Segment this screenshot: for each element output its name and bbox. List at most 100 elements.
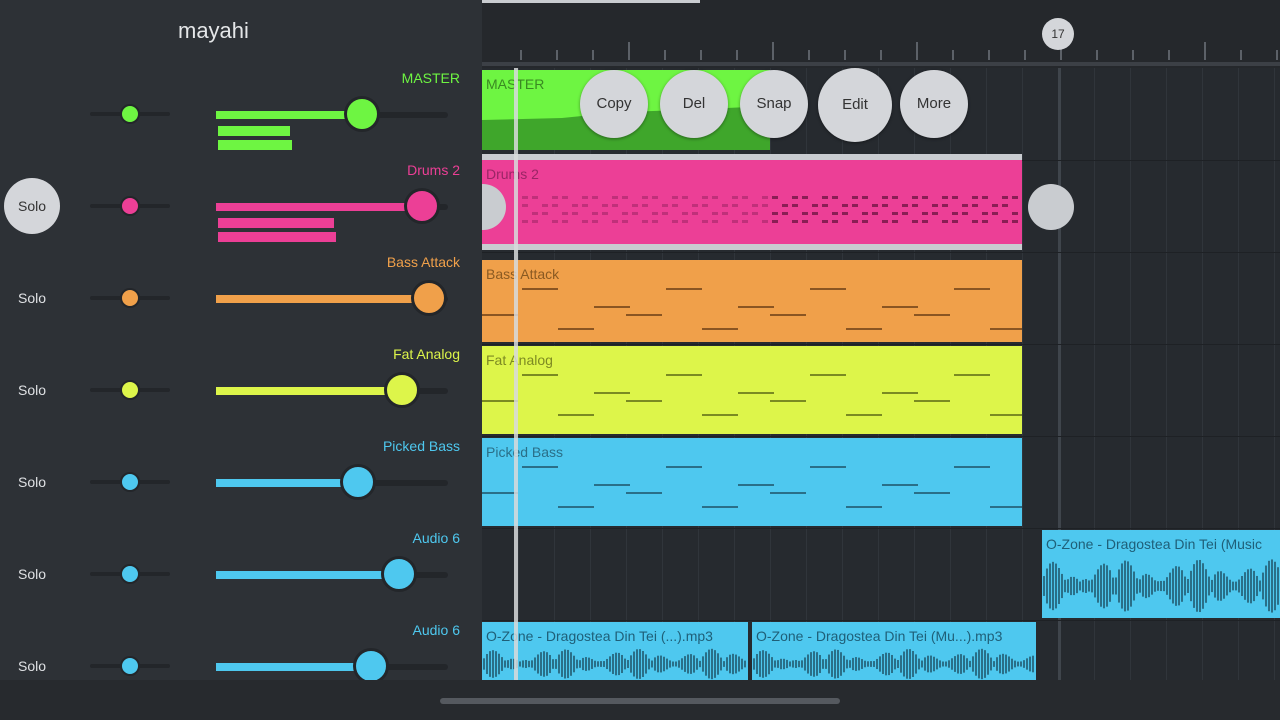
ruler-tick [1240,50,1242,60]
solo-button[interactable]: Solo [17,290,47,306]
bar-marker-badge[interactable]: 17 [1042,18,1074,50]
drum-hit [582,220,588,223]
drum-hit [952,212,958,215]
track-name[interactable]: Bass Attack [386,254,460,270]
drum-hit [642,196,648,199]
ruler-tick [916,42,918,60]
drum-hit [862,196,868,199]
playhead[interactable] [514,68,518,680]
pan-knob[interactable] [120,104,140,124]
clip-audio-a[interactable]: O-Zone - Dragostea Din Tei (Music [1042,530,1280,618]
copy-button[interactable]: Copy [580,70,648,138]
timeline-ruler[interactable]: 17 [482,0,1280,68]
solo-button[interactable]: Solo [17,474,47,490]
drum-hit [722,204,728,207]
snap-button[interactable]: Snap [740,70,808,138]
drum-hit [952,220,958,223]
drum-hit [1012,212,1018,215]
ruler-tick [988,50,990,60]
drum-hit [732,220,738,223]
note [594,392,630,394]
drum-hit [642,220,648,223]
clip-bass-attack[interactable]: Bass Attack [482,260,1022,342]
track-name[interactable]: Audio 6 [412,622,460,638]
pan-knob[interactable] [120,656,140,676]
pan-knob[interactable] [120,196,140,216]
volume-knob[interactable] [344,96,380,132]
drum-hit [672,220,678,223]
arrangement-view[interactable]: MASTER Drums 2 Bass Attack Fat Analog Pi… [482,68,1280,680]
track-name[interactable]: Drums 2 [407,162,460,178]
drum-hit [562,212,568,215]
ruler-tick [844,50,846,60]
track-name[interactable]: MASTER [401,70,460,86]
loop-range-bar[interactable] [482,0,700,3]
drum-hit [572,204,578,207]
drum-hit [532,196,538,199]
lane-bass-attack [482,252,1280,345]
volume-knob[interactable] [340,464,376,500]
clip-fat-analog[interactable]: Fat Analog [482,346,1022,434]
clip-resize-handle-right[interactable] [1028,184,1074,230]
home-indicator[interactable] [440,698,840,704]
pan-knob[interactable] [120,472,140,492]
solo-button[interactable]: Solo [17,566,47,582]
ruler-tick [952,50,954,60]
drum-hit [542,212,548,215]
track-name[interactable]: Audio 6 [412,530,460,546]
drum-hit [972,204,978,207]
edit-button[interactable]: Edit [818,68,892,142]
drum-hit [852,220,858,223]
track-name[interactable]: Picked Bass [382,438,460,454]
audio-waveform [483,648,746,680]
drum-hit [792,220,798,223]
more-button[interactable]: More [900,70,968,138]
track-name[interactable]: Fat Analog [393,346,460,362]
note [666,466,702,468]
drum-hit [772,212,778,215]
volume-knob[interactable] [381,556,417,592]
drum-hit [832,220,838,223]
note [770,400,806,402]
note [702,506,738,508]
delete-button[interactable]: Del [660,70,728,138]
drum-hit [1002,204,1008,207]
drum-hit [742,196,748,199]
note [702,328,738,330]
note [558,506,594,508]
drum-hit [562,196,568,199]
clip-picked-bass[interactable]: Picked Bass [482,438,1022,526]
note [954,288,990,290]
pan-knob[interactable] [120,288,140,308]
project-title[interactable]: mayahi [178,18,249,43]
volume-knob[interactable] [384,372,420,408]
pan-knob[interactable] [120,564,140,584]
pan-knob[interactable] [120,380,140,400]
drum-hit [552,204,558,207]
note [882,306,918,308]
drum-hit [552,196,558,199]
solo-button[interactable]: Solo [4,178,60,234]
drum-hit [632,204,638,207]
volume-knob[interactable] [353,648,389,684]
drum-hit [1002,220,1008,223]
drum-hit [532,220,538,223]
note [738,306,774,308]
volume-knob[interactable] [404,188,440,224]
note [482,400,518,402]
drum-hit [852,204,858,207]
drum-hit [612,196,618,199]
note [666,288,702,290]
drum-hit [702,196,708,199]
drum-hit [662,212,668,215]
ruler-tick [700,50,702,60]
level-meter [218,126,290,136]
clip-drums[interactable]: Drums 2 [482,160,1022,250]
clip-audio-c[interactable]: O-Zone - Dragostea Din Tei (Mu...).mp3 [752,622,1036,680]
clip-audio-b[interactable]: O-Zone - Dragostea Din Tei (...).mp3 [482,622,748,680]
solo-button[interactable]: Solo [17,382,47,398]
solo-button[interactable]: Solo [17,658,47,674]
audio-waveform [753,648,1034,680]
grid-line [1238,68,1239,680]
volume-knob[interactable] [411,280,447,316]
